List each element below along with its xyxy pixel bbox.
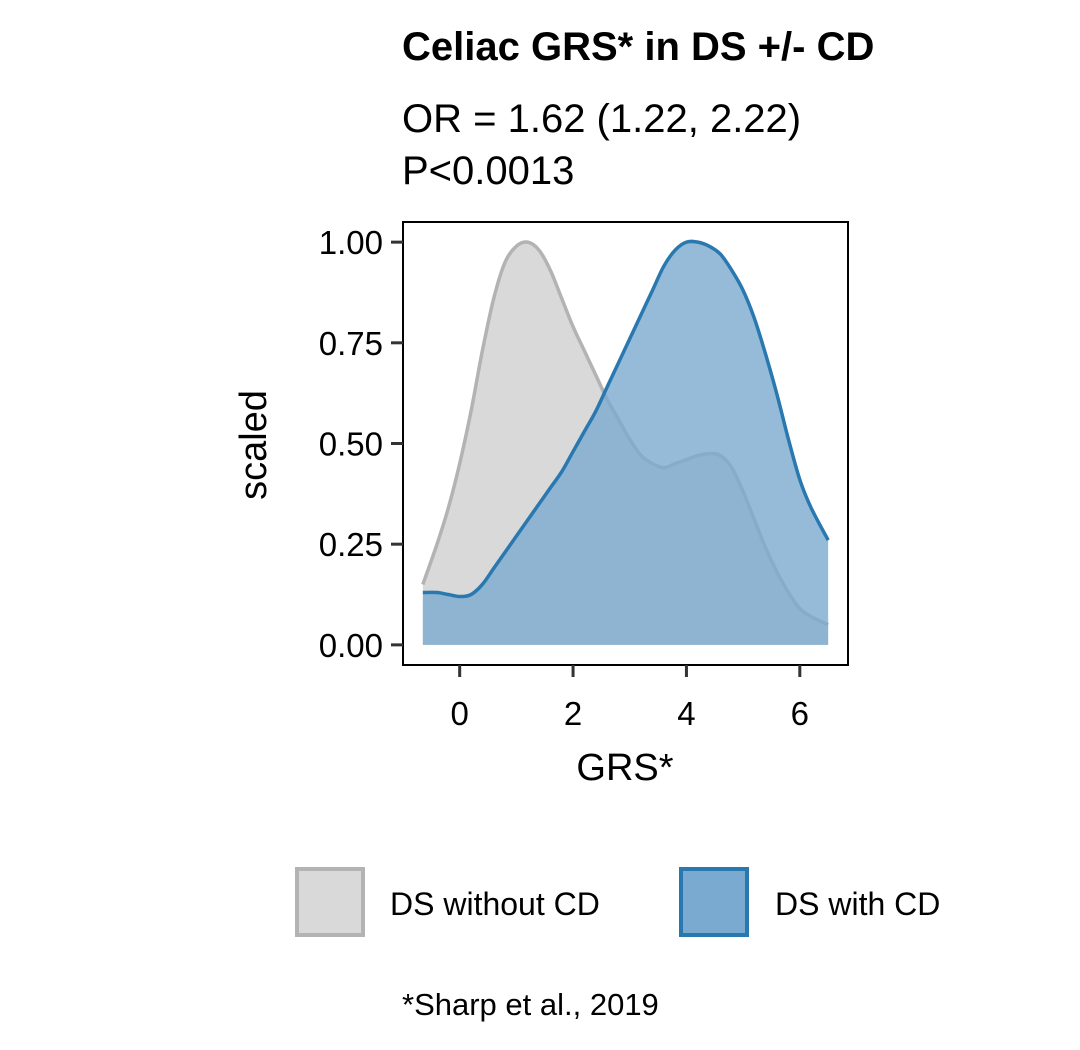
- chart-caption: *Sharp et al., 2019: [402, 987, 659, 1022]
- x-tick-label: 0: [451, 695, 469, 732]
- x-tick-label: 4: [677, 695, 695, 732]
- x-tick-label: 2: [564, 695, 582, 732]
- y-axis: 0.00 0.25 0.50 0.75 1.00: [319, 224, 403, 664]
- x-axis-label: GRS*: [576, 747, 673, 789]
- y-tick-label: 0.25: [319, 526, 383, 563]
- chart-title: Celiac GRS* in DS +/- CD: [402, 25, 874, 69]
- plot-area: [421, 239, 830, 645]
- legend-label-ds-with-cd: DS with CD: [775, 886, 940, 922]
- y-tick-label: 0.00: [319, 627, 383, 664]
- y-tick-label: 0.75: [319, 325, 383, 362]
- x-tick-label: 6: [791, 695, 809, 732]
- density-line-ds-with-cd: [422, 239, 830, 599]
- x-axis: 0 2 4 6: [451, 665, 809, 732]
- y-axis-label: scaled: [233, 390, 275, 500]
- chart-subtitle-line-2: P<0.0013: [402, 149, 574, 193]
- legend-label-ds-without-cd: DS without CD: [390, 886, 600, 922]
- legend: DS without CD DS with CD: [295, 867, 940, 937]
- legend-key-ds-without-cd: [295, 867, 365, 937]
- y-tick-label: 1.00: [319, 224, 383, 261]
- chart-subtitle-line-1: OR = 1.62 (1.22, 2.22): [402, 97, 801, 141]
- y-tick-label: 0.50: [319, 426, 383, 463]
- density-area-ds-with-cd: [422, 241, 829, 645]
- legend-key-ds-with-cd: [679, 867, 749, 937]
